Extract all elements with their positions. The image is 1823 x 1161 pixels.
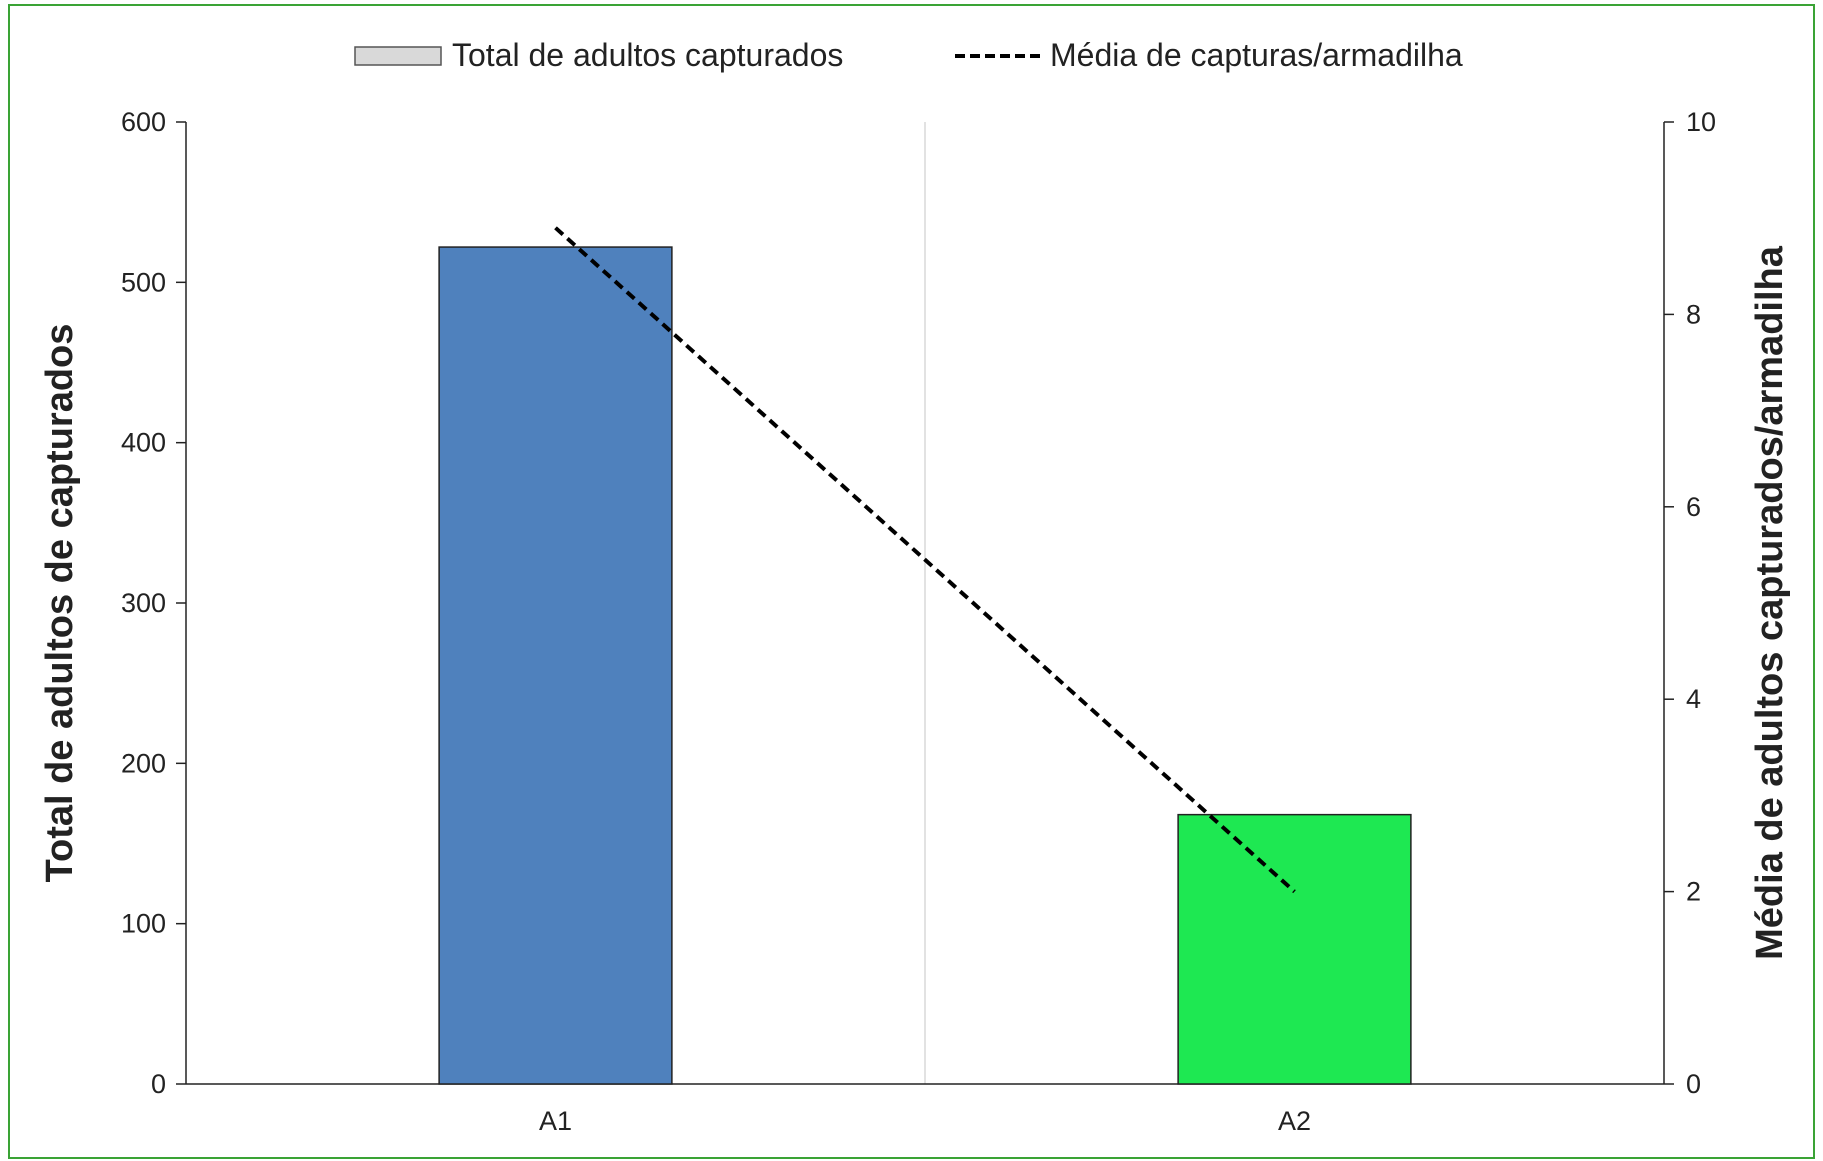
legend-line-label: Média de capturas/armadilha bbox=[1050, 37, 1463, 73]
right-tick-label: 10 bbox=[1686, 107, 1716, 137]
left-axis-title: Total de adultos de capturados bbox=[39, 324, 81, 883]
chart-frame bbox=[8, 4, 1815, 1159]
average-line bbox=[554, 226, 1296, 894]
right-y-ticks: 0 2 4 6 8 10 bbox=[1664, 107, 1716, 1099]
legend-bar-label: Total de adultos capturados bbox=[452, 37, 843, 73]
x-tick-label: A1 bbox=[539, 1106, 572, 1136]
right-tick-label: 0 bbox=[1686, 1069, 1701, 1099]
left-tick-label: 0 bbox=[151, 1069, 166, 1099]
bar-a2 bbox=[1177, 813, 1412, 1085]
right-tick-label: 8 bbox=[1686, 299, 1701, 329]
right-axis-title: Média de adultos capturados/armadilha bbox=[1749, 245, 1791, 960]
left-tick-label: 100 bbox=[121, 909, 166, 939]
legend-bar-swatch bbox=[354, 46, 442, 66]
left-y-ticks: 0 100 200 300 400 500 600 bbox=[121, 107, 186, 1099]
left-tick-label: 300 bbox=[121, 588, 166, 618]
left-tick-label: 400 bbox=[121, 428, 166, 458]
plot-area bbox=[185, 122, 1665, 1085]
x-tick-labels: A1 A2 bbox=[539, 1106, 1311, 1136]
left-tick-label: 600 bbox=[121, 107, 166, 137]
right-tick-label: 2 bbox=[1686, 877, 1701, 907]
right-tick-label: 6 bbox=[1686, 492, 1701, 522]
x-tick-label: A2 bbox=[1278, 1106, 1311, 1136]
legend: Total de adultos capturados Média de cap… bbox=[354, 37, 1463, 73]
right-tick-label: 4 bbox=[1686, 684, 1701, 714]
left-tick-label: 500 bbox=[121, 267, 166, 297]
bar-a1 bbox=[438, 246, 673, 1085]
left-tick-label: 200 bbox=[121, 748, 166, 778]
bars bbox=[438, 246, 1412, 1085]
